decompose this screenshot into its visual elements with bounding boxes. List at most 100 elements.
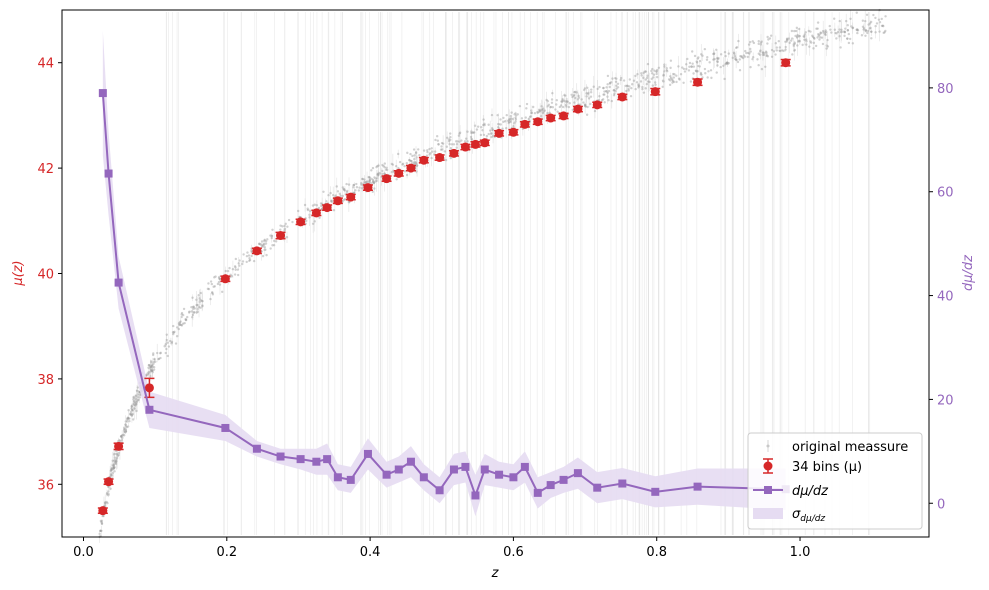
scatter-point: [709, 69, 713, 72]
scatter-point: [264, 242, 268, 245]
scatter-point: [146, 372, 149, 375]
scatter-point: [390, 170, 394, 174]
scatter-point: [642, 71, 645, 75]
scatter-point: [100, 520, 103, 524]
scatter-point: [342, 198, 345, 202]
legend-label-band-subscript: dμ/dz: [800, 514, 825, 524]
derivative-marker: [276, 452, 285, 461]
scatter-point: [851, 42, 855, 45]
scatter-point: [429, 152, 432, 155]
scatter-point: [529, 115, 533, 118]
scatter-point: [418, 154, 421, 157]
legend-box: [747, 432, 923, 530]
scatter-point: [376, 173, 379, 176]
scatter-point: [180, 311, 184, 315]
scatter-point: [780, 49, 784, 52]
scatter-point: [122, 429, 126, 432]
bin-point: [781, 58, 791, 68]
scatter-point: [835, 32, 838, 35]
scatter-point: [120, 435, 123, 438]
scatter-point: [765, 54, 768, 58]
scatter-point: [381, 172, 384, 176]
scatter-point: [173, 330, 176, 334]
scatter-point: [608, 85, 611, 89]
scatter-point: [657, 66, 661, 70]
scatter-point: [603, 101, 606, 104]
scatter-point: [360, 187, 364, 190]
bin-point: [406, 163, 416, 173]
scatter-point: [368, 181, 372, 184]
scatter-point: [669, 59, 673, 62]
scatter-point: [795, 26, 799, 30]
scatter-point: [489, 129, 492, 132]
scatter-point: [583, 87, 587, 90]
scatter-point: [790, 29, 794, 33]
scatter-point: [476, 125, 480, 128]
scatter-point: [234, 268, 237, 271]
scatter-point: [689, 80, 693, 83]
scatter-point: [417, 148, 420, 151]
scatter-point: [644, 87, 647, 90]
scatter-point: [816, 27, 819, 30]
scatter-point: [819, 36, 822, 39]
derivative-marker: [394, 465, 403, 474]
scatter-point: [146, 373, 149, 377]
scatter-point: [869, 26, 872, 29]
scatter-point: [130, 404, 133, 408]
scatter-point: [759, 43, 763, 46]
derivative-marker: [435, 486, 444, 495]
scatter-point: [428, 153, 431, 156]
scatter-point: [619, 78, 622, 82]
scatter-point: [122, 426, 126, 429]
scatter-point: [589, 102, 592, 106]
scatter-point: [749, 65, 752, 69]
scatter-point: [107, 485, 110, 489]
scatter-point: [504, 126, 508, 130]
bin-point: [296, 217, 306, 227]
scatter-point: [782, 49, 785, 53]
scatter-point: [329, 191, 332, 195]
scatter-point: [383, 162, 386, 165]
scatter-point: [490, 113, 494, 117]
scatter-point: [749, 40, 752, 44]
scatter-point: [768, 37, 772, 40]
scatter-point: [866, 31, 869, 35]
scatter-point: [616, 82, 620, 86]
scatter-point: [490, 127, 494, 130]
scatter-point: [149, 365, 152, 369]
scatter-point: [371, 178, 375, 182]
scatter-point: [431, 150, 434, 153]
scatter-point: [719, 65, 722, 69]
scatter-point: [178, 321, 182, 324]
scatter-point: [405, 173, 409, 177]
scatter-point: [851, 26, 855, 29]
scatter-point: [509, 114, 512, 118]
scatter-point: [440, 141, 444, 145]
scatter-point: [642, 91, 646, 94]
scatter-point: [262, 242, 265, 246]
scatter-point: [360, 183, 363, 186]
scatter-point: [746, 51, 750, 55]
scatter-point: [269, 234, 272, 237]
scatter-point: [672, 76, 676, 79]
scatter-point: [336, 190, 340, 193]
scatter-point: [677, 65, 680, 68]
scatter-point: [601, 98, 605, 101]
scatter-point: [687, 69, 691, 72]
scatter-point: [870, 37, 873, 40]
scatter-point: [370, 169, 373, 172]
scatter-point: [397, 166, 400, 170]
scatter-point: [361, 177, 364, 181]
scatter-point: [449, 146, 453, 150]
scatter-point: [764, 65, 767, 68]
scatter-point: [561, 99, 564, 102]
right-y-tick-label: 60: [937, 186, 954, 201]
scatter-point: [345, 182, 348, 186]
scatter-point: [758, 53, 762, 57]
scatter-point: [737, 39, 740, 43]
scatter-point: [641, 87, 644, 91]
scatter-point: [372, 181, 376, 185]
scatter-point: [395, 178, 398, 181]
scatter-point: [751, 56, 755, 59]
scatter-point: [880, 17, 883, 21]
